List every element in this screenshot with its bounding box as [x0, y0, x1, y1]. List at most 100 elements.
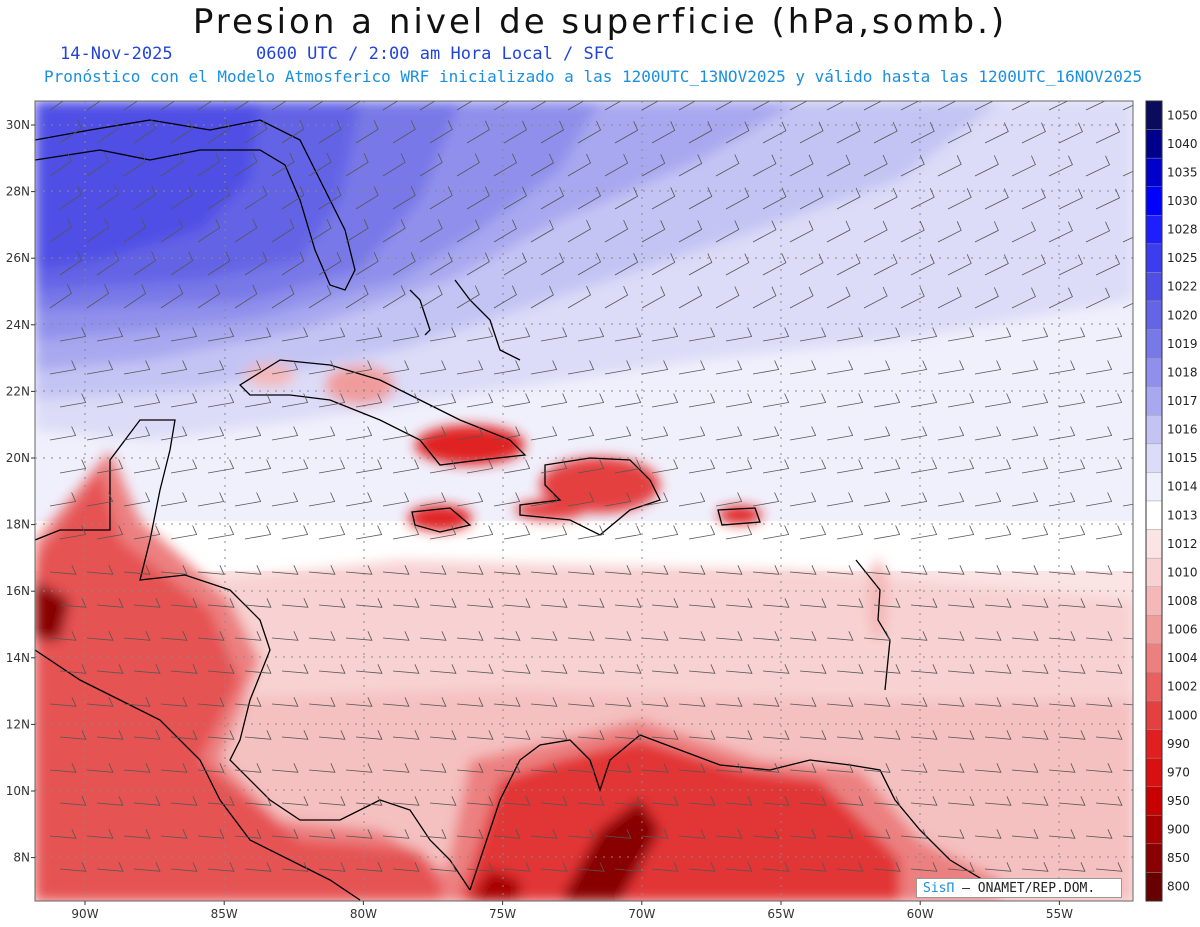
model-description: Pronóstico con el Modelo Atmosferico WRF… [44, 67, 1143, 86]
wind-barb [1058, 525, 1086, 540]
colorbar-swatch [1145, 700, 1163, 730]
wind-barb [493, 492, 521, 507]
wind-barb [170, 796, 198, 806]
wind-barb [715, 360, 743, 375]
wind-barb [1011, 426, 1039, 441]
wind-barb [725, 459, 753, 474]
wind-barb [59, 327, 87, 342]
wind-barb [197, 631, 225, 641]
wind-barb [160, 829, 188, 839]
wind-barb [614, 598, 642, 608]
wind-barb [984, 796, 1012, 806]
wind-barb [715, 220, 740, 243]
colorbar-swatch [1145, 415, 1163, 445]
colorbar-label: 1030 [1167, 194, 1198, 208]
wind-barb [503, 393, 531, 408]
wind-barb [1122, 437, 1133, 441]
wind-barb [308, 218, 332, 243]
colorbar-swatch [1145, 729, 1163, 759]
wind-barb [863, 697, 891, 707]
wind-barb [382, 829, 410, 839]
wind-barb [715, 286, 740, 309]
wind-barb [863, 101, 883, 111]
wind-barb [429, 730, 457, 740]
colorbar-label: 970 [1167, 765, 1190, 779]
wind-barb [688, 459, 716, 474]
colorbar-label: 1050 [1167, 108, 1198, 122]
wind-barb [799, 862, 827, 872]
wind-barb [789, 631, 817, 641]
wind-barb [651, 393, 679, 408]
wind-barb [123, 697, 151, 707]
wind-barb [382, 697, 410, 707]
wind-barb [641, 697, 669, 707]
wind-barb [96, 862, 124, 872]
lon-label: 55W [1046, 907, 1073, 921]
wind-barb [345, 360, 373, 375]
wind-barb [308, 763, 336, 773]
wind-barb [789, 286, 814, 309]
wind-barb [826, 426, 854, 441]
wind-barb [789, 492, 817, 507]
lat-label: 12N [6, 717, 30, 731]
wind-barb [799, 525, 827, 540]
wind-barb [910, 664, 938, 674]
wind-barb [530, 697, 558, 707]
wind-barb [466, 186, 490, 210]
wind-barb [318, 327, 346, 342]
wind-barb [123, 284, 147, 309]
wind-barb [826, 101, 845, 111]
wind-barb [466, 327, 494, 342]
wind-barb [429, 393, 457, 408]
wind-barb [900, 287, 925, 309]
wind-barb [910, 393, 938, 408]
wind-barb [604, 426, 632, 441]
wind-barb [1048, 829, 1076, 839]
wind-barb [614, 327, 642, 342]
wind-barb [641, 565, 669, 575]
wind-barb [123, 565, 151, 575]
wind-barb [799, 598, 827, 608]
wind-barb [86, 152, 110, 177]
wind-barb [392, 393, 420, 408]
wind-barb [281, 796, 309, 806]
wind-barb [836, 459, 864, 474]
wind-barb [96, 796, 124, 806]
wind-barb [392, 252, 416, 276]
wind-barb [49, 763, 77, 773]
wind-barb [207, 459, 235, 474]
wind-barb [937, 697, 965, 707]
wind-barb [604, 565, 632, 575]
wind-barb [1058, 862, 1086, 872]
wind-barb [984, 254, 1009, 276]
wind-barb [86, 360, 114, 375]
wind-barb [604, 219, 629, 243]
wind-barb [456, 763, 484, 773]
wind-barb [678, 829, 706, 839]
wind-barb [160, 492, 188, 507]
wind-barb [49, 218, 72, 243]
wind-barb [207, 251, 231, 276]
wind-barb [873, 121, 898, 144]
colorbar-swatch [1145, 529, 1163, 559]
colorbar-label: 1012 [1167, 537, 1198, 551]
wind-barb [308, 631, 336, 641]
colorbar-label: 1017 [1167, 394, 1198, 408]
wind-barb [688, 393, 716, 408]
wind-barb [530, 219, 554, 243]
wind-barb [318, 186, 342, 210]
wind-barb [1095, 796, 1123, 806]
lat-label: 14N [6, 651, 30, 665]
wind-barb [456, 360, 484, 375]
wind-barb [604, 101, 622, 111]
wind-barb [466, 393, 494, 408]
wind-barb [678, 220, 703, 243]
wind-barb [604, 360, 632, 375]
wind-barb [1021, 525, 1049, 540]
wind-barb [456, 153, 480, 177]
wind-barb [937, 492, 965, 507]
wind-barb [419, 492, 447, 507]
wind-barb [762, 598, 790, 608]
wind-barb [503, 459, 531, 474]
wind-barb [1122, 571, 1133, 574]
